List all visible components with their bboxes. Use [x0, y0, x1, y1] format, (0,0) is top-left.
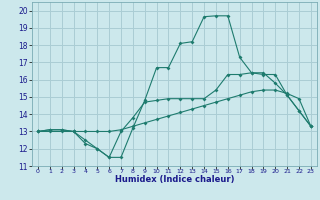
- X-axis label: Humidex (Indice chaleur): Humidex (Indice chaleur): [115, 175, 234, 184]
